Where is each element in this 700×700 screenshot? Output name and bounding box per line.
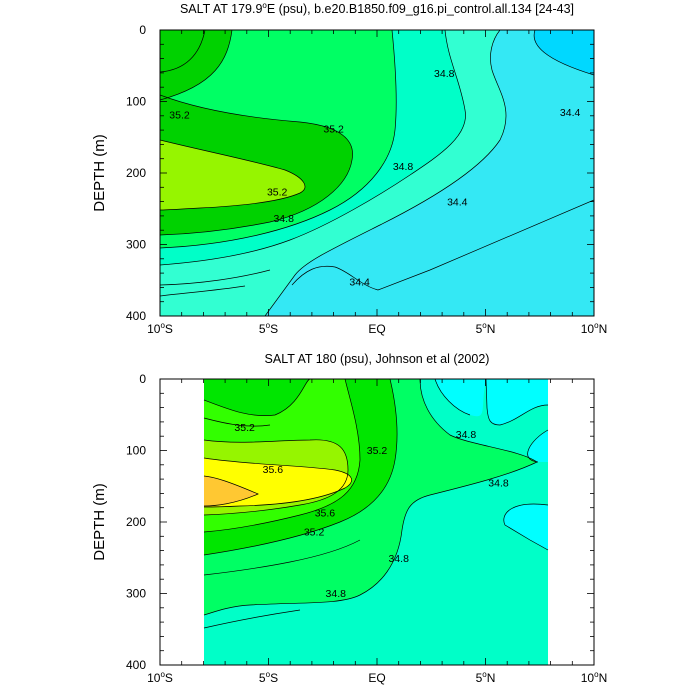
bottom-x-tick-label: EQ bbox=[368, 671, 385, 685]
bottom-contour-label: 34.8 bbox=[388, 553, 409, 565]
bottom-axes: 10oS 5oS EQ 5oN 10oN 0 100 200 300 400 DEPTH (m) bbox=[91, 372, 607, 685]
bottom-y-axis-label: DEPTH (m) bbox=[91, 483, 108, 561]
top-contour-line bbox=[533, 30, 594, 76]
top-y-tick-label: 300 bbox=[126, 238, 146, 252]
top-contour-label: 35.2 bbox=[267, 187, 288, 199]
top-y-axis-label: DEPTH (m) bbox=[91, 134, 108, 212]
top-contour-line bbox=[160, 139, 306, 211]
top-contour-line bbox=[160, 94, 353, 236]
bottom-fill-35.8 bbox=[204, 476, 258, 506]
bottom-x-tick-label: 5oN bbox=[476, 670, 496, 685]
top-fill-34.4-bottom bbox=[265, 200, 594, 316]
bottom-contour-labels: 35.2 35.6 35.6 35.2 35.2 34.8 34.8 34.8 34.8 bbox=[234, 422, 509, 600]
top-contour-line bbox=[160, 30, 233, 101]
bottom-contour-line bbox=[203, 457, 352, 508]
top-contour-label: 34.4 bbox=[447, 197, 468, 209]
bottom-contour-line bbox=[434, 379, 471, 416]
top-contour-label: 35.2 bbox=[169, 109, 190, 121]
bottom-contour-line bbox=[527, 429, 549, 463]
bottom-title: SALT AT 180 (psu), Johnson et al (2002) bbox=[265, 352, 490, 366]
top-x-tick-label: 10oS bbox=[147, 321, 173, 336]
bottom-contour-label: 34.8 bbox=[326, 588, 347, 600]
top-contour-label: 34.8 bbox=[273, 213, 294, 225]
bottom-contour-line bbox=[203, 439, 349, 516]
top-title: SALT AT 179.9oE (psu), b.e20.B1850.f09_g… bbox=[180, 1, 574, 16]
bottom-contour-label: 35.6 bbox=[315, 508, 336, 520]
bottom-y-tick-label: 0 bbox=[139, 372, 146, 386]
bottom-contour-lines bbox=[203, 379, 549, 629]
bottom-contour-line bbox=[203, 417, 271, 427]
top-contour-line bbox=[160, 30, 397, 249]
top-y-tick-label: 400 bbox=[126, 309, 146, 323]
top-contour-line bbox=[291, 199, 594, 291]
top-chart: SALT AT 179.9oE (psu), b.e20.B1850.f09_g… bbox=[91, 1, 607, 336]
bottom-contour-line bbox=[203, 475, 259, 507]
bottom-contour-label: 35.6 bbox=[263, 464, 284, 476]
bottom-y-tick-label: 400 bbox=[126, 658, 146, 672]
bottom-title-text: SALT AT 180 (psu), Johnson et al (2002) bbox=[265, 352, 490, 366]
bottom-y-tick-label: 200 bbox=[126, 515, 146, 529]
top-fill-35.2 bbox=[160, 140, 305, 210]
top-fill-34.2 bbox=[534, 30, 594, 75]
bottom-contour-label: 35.2 bbox=[234, 422, 255, 434]
top-contour-line bbox=[160, 30, 206, 73]
bottom-contour-line bbox=[503, 503, 549, 551]
top-contour-lines bbox=[160, 30, 594, 316]
bottom-contour-line bbox=[203, 379, 361, 533]
top-x-tick-label: 5oN bbox=[476, 321, 496, 336]
top-contour-line bbox=[160, 285, 246, 297]
top-contour-line bbox=[160, 30, 466, 266]
bottom-x-tick-label: 10oS bbox=[147, 670, 173, 685]
top-fill-tl-b bbox=[160, 30, 232, 100]
bottom-x-tick-label: 5oS bbox=[259, 670, 278, 685]
top-y-tick-label: 200 bbox=[126, 166, 146, 180]
top-contour-label: 35.2 bbox=[323, 124, 344, 136]
bottom-contour-label: 34.8 bbox=[456, 429, 477, 441]
bottom-chart: SALT AT 180 (psu), Johnson et al (2002) bbox=[91, 352, 607, 685]
top-contour-line bbox=[160, 269, 271, 286]
top-contour-label: 34.8 bbox=[434, 68, 455, 80]
bottom-fill-deep bbox=[204, 595, 548, 665]
bottom-x-tick-label: 10oN bbox=[581, 670, 607, 685]
bottom-fill-34.6 bbox=[435, 379, 548, 550]
top-y-tick-label: 100 bbox=[126, 95, 146, 109]
bottom-contour-label: 35.2 bbox=[304, 526, 325, 538]
top-contour-labels: 35.2 35.2 35.2 34.8 34.8 34.8 34.4 34.4 34.4 bbox=[169, 68, 581, 289]
top-contour-label: 34.4 bbox=[349, 277, 370, 289]
bottom-contour-line bbox=[203, 379, 538, 616]
top-x-tick-label: EQ bbox=[368, 322, 385, 336]
top-contour-label: 34.4 bbox=[560, 107, 581, 119]
bottom-contour-line bbox=[203, 609, 301, 629]
top-contour-label: 34.8 bbox=[393, 161, 414, 173]
top-title-text: SALT AT 179.9oE (psu), b.e20.B1850.f09_g… bbox=[180, 1, 574, 16]
bottom-y-tick-label: 300 bbox=[126, 587, 146, 601]
top-contour-line bbox=[264, 30, 507, 316]
top-y-tick-label: 0 bbox=[139, 23, 146, 37]
top-axes: 10oS 5oS EQ 5oN 10oN 0 100 200 300 400 DEPTH (m) bbox=[91, 23, 607, 336]
bottom-y-tick-label: 100 bbox=[126, 444, 146, 458]
top-x-tick-label: 10oN bbox=[581, 321, 607, 336]
bottom-contour-line bbox=[203, 379, 398, 556]
top-x-tick-label: 5oS bbox=[259, 321, 278, 336]
bottom-contour-fills bbox=[203, 379, 549, 665]
bottom-contour-line bbox=[203, 539, 361, 576]
top-contour-fills bbox=[160, 30, 594, 316]
bottom-contour-line bbox=[485, 379, 549, 426]
bottom-contour-label: 35.2 bbox=[367, 445, 388, 457]
bottom-contour-label: 34.8 bbox=[488, 478, 509, 490]
